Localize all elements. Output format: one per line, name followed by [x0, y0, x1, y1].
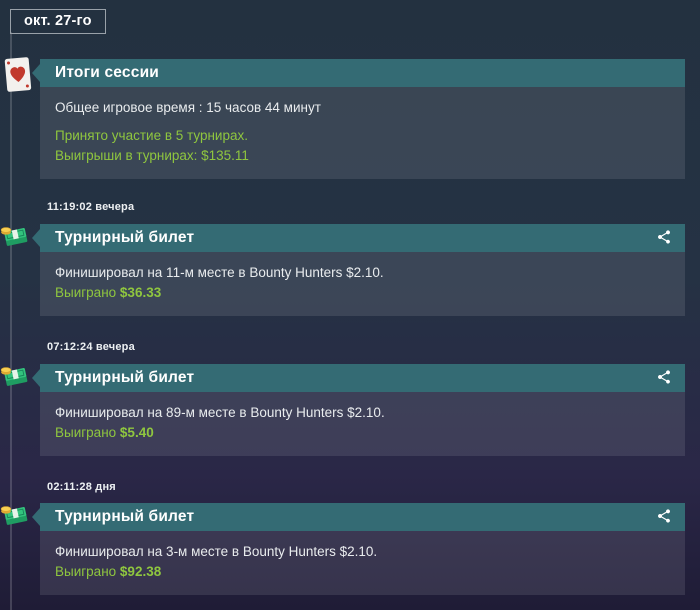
- share-button[interactable]: [653, 506, 675, 528]
- date-badge: окт. 27-го: [10, 9, 106, 34]
- tournament-ticket-card: Турнирный билет Финишировал на 3-м месте…: [32, 503, 685, 595]
- session-total-time: Общее игровое время : 15 часов 44 минут: [55, 100, 321, 115]
- session-participated: Принято участие в 5 турнирах.: [55, 128, 248, 143]
- tournament-ticket-body: Финишировал на 3-м месте в Bounty Hunter…: [40, 531, 685, 595]
- header-notch: [32, 64, 40, 82]
- money-stack-icon: [0, 501, 30, 534]
- entry-timestamp: 07:12:24 вечера: [47, 341, 135, 353]
- tournament-result: Финишировал на 3-м месте в Bounty Hunter…: [55, 544, 378, 559]
- header-notch: [32, 229, 40, 247]
- tournament-ticket-title: Турнирный билет: [55, 229, 195, 246]
- tournament-ticket-body: Финишировал на 11-м месте в Bounty Hunte…: [40, 252, 685, 316]
- tournament-winnings: Выиграно $92.38: [55, 564, 162, 579]
- tournament-ticket-header: Турнирный билет: [32, 503, 685, 531]
- share-button[interactable]: [653, 227, 675, 249]
- entry-timestamp: 02:11:28 дня: [47, 481, 116, 493]
- tournament-result: Финишировал на 89-м месте в Bounty Hunte…: [55, 405, 385, 420]
- tournament-ticket-title: Турнирный билет: [55, 369, 195, 386]
- share-icon: [656, 508, 672, 527]
- header-notch: [32, 508, 40, 526]
- session-summary-body: Общее игровое время : 15 часов 44 минут …: [40, 87, 685, 179]
- tournament-winnings: Выиграно $5.40: [55, 425, 154, 440]
- tournament-winnings: Выиграно $36.33: [55, 285, 162, 300]
- tournament-ticket-card: Турнирный билет Финишировал на 11-м мест…: [32, 224, 685, 316]
- tournament-ticket-card: Турнирный билет Финишировал на 89-м мест…: [32, 364, 685, 456]
- tournament-ticket-header: Турнирный билет: [32, 364, 685, 392]
- playing-card-icon: [2, 55, 34, 100]
- session-summary-header: Итоги сессии: [32, 59, 685, 87]
- timeline-line: [10, 32, 12, 610]
- share-button[interactable]: [653, 367, 675, 389]
- session-summary-title: Итоги сессии: [55, 64, 160, 81]
- tournament-result: Финишировал на 11-м месте в Bounty Hunte…: [55, 265, 384, 280]
- header-notch: [32, 369, 40, 387]
- money-stack-icon: [0, 362, 30, 395]
- entry-timestamp: 11:19:02 вечера: [47, 201, 135, 213]
- session-winnings: Выигрыши в турнирах: $135.11: [55, 148, 249, 163]
- money-stack-icon: [0, 222, 30, 255]
- share-icon: [656, 229, 672, 248]
- share-icon: [656, 369, 672, 388]
- tournament-ticket-header: Турнирный билет: [32, 224, 685, 252]
- tournament-ticket-body: Финишировал на 89-м месте в Bounty Hunte…: [40, 392, 685, 456]
- session-summary-card: Итоги сессии Общее игровое время : 15 ча…: [32, 59, 685, 179]
- tournament-ticket-title: Турнирный билет: [55, 508, 195, 525]
